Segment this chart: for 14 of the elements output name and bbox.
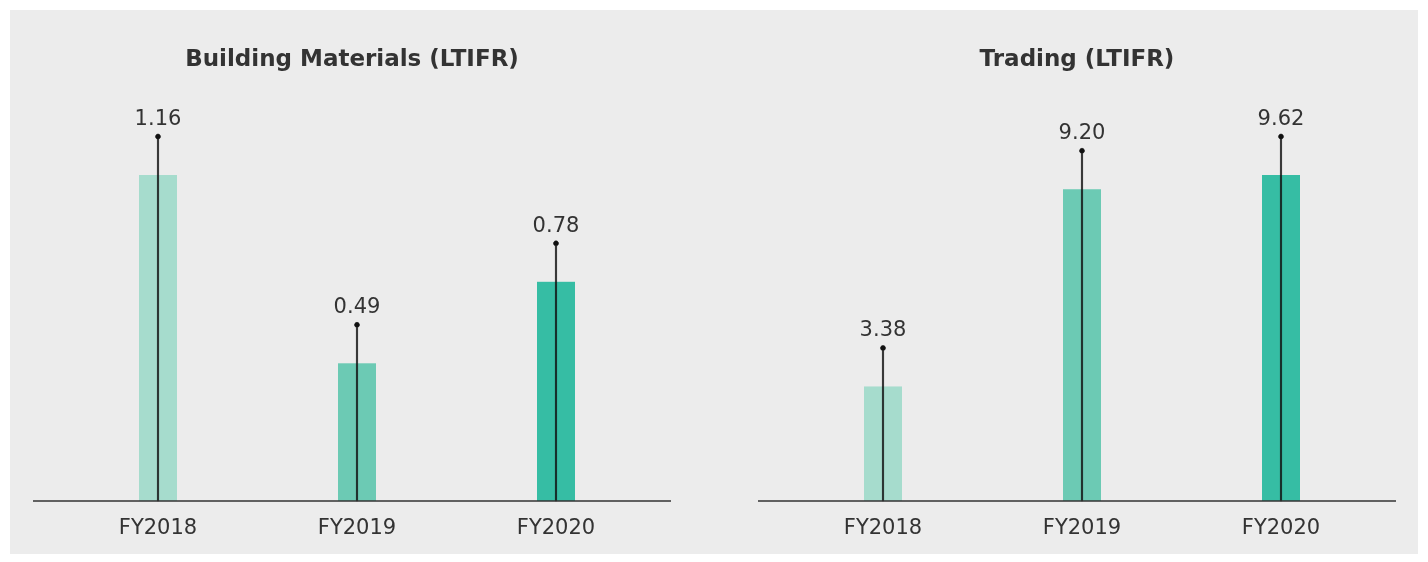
x-tick-label: FY2019 <box>317 515 397 539</box>
x-tick-label: FY2019 <box>1042 515 1122 539</box>
data-label: 0.78 <box>532 212 580 237</box>
x-tick-label: FY2020 <box>1241 515 1321 539</box>
x-tick-label: FY2020 <box>516 515 596 539</box>
x-tick-label: FY2018 <box>843 515 923 539</box>
data-label: 9.20 <box>1058 120 1106 145</box>
x-tick-label: FY2018 <box>118 515 198 539</box>
data-label: 0.49 <box>333 294 381 319</box>
chart-title: Trading (LTIFR) <box>979 45 1175 71</box>
data-label: 1.16 <box>134 106 182 130</box>
data-label: 3.38 <box>859 317 907 342</box>
data-label: 9.62 <box>1257 106 1305 130</box>
chart-title: Building Materials (LTIFR) <box>185 45 519 71</box>
